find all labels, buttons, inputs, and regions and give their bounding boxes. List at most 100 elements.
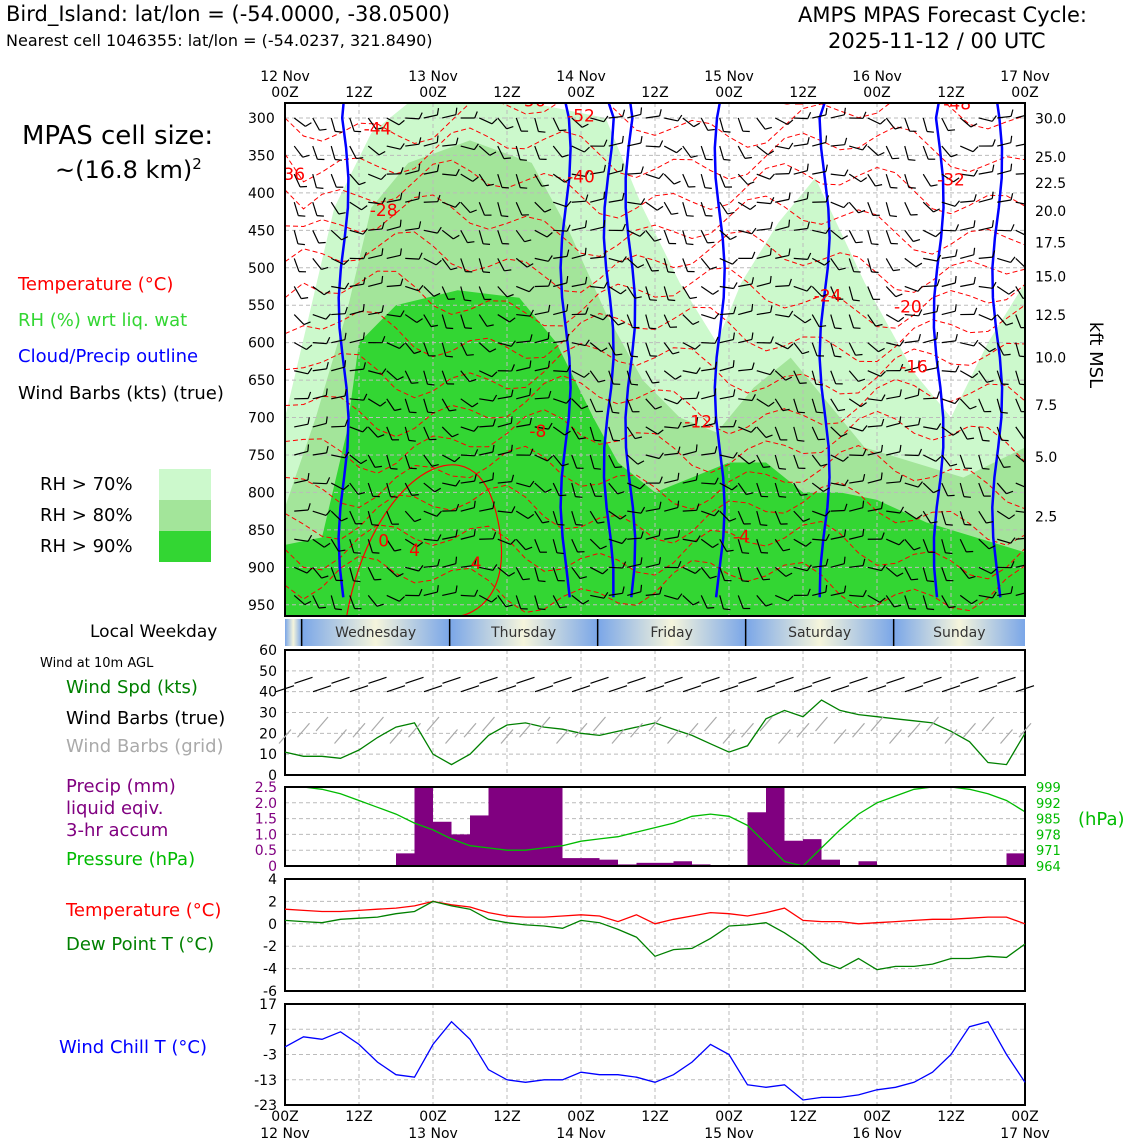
wind-barb-feather	[455, 529, 458, 537]
wind-barb-feather	[603, 164, 606, 172]
wind-barb-feather	[344, 282, 350, 290]
wind-barb-feather	[622, 109, 626, 117]
wind-barb	[793, 342, 803, 355]
wind-barb-feather	[509, 317, 516, 323]
wind-barb	[867, 342, 879, 353]
wind-barb-feather	[566, 397, 572, 404]
panel1-frame	[284, 649, 1026, 776]
wind-barb	[608, 566, 623, 569]
wind-barb	[460, 480, 475, 484]
wind-barb	[848, 201, 859, 214]
panel4-ytick--13: -13	[254, 1073, 277, 1089]
wind-barb-feather	[619, 514, 627, 520]
panel2-ytick-2: 2.0	[255, 796, 277, 812]
wind-barb	[812, 114, 827, 119]
wind-barb	[589, 398, 597, 412]
wind-barb	[553, 340, 568, 344]
wind-barb	[367, 567, 375, 581]
wind-barb-feather	[376, 127, 384, 130]
wind-barb	[608, 454, 616, 468]
wind-barb-feather	[379, 401, 387, 407]
wind-barb	[941, 282, 956, 288]
wind-barb-feather	[973, 169, 979, 177]
wind-barb	[571, 342, 586, 347]
wind-barb	[978, 285, 993, 289]
wind-barb-feather	[992, 250, 996, 258]
wind-barb	[775, 173, 790, 175]
wind-barb	[590, 117, 604, 123]
wind-barb	[627, 537, 642, 540]
wind-barb-feather	[990, 568, 997, 574]
wind-barb	[904, 454, 919, 457]
wind-barb-feather	[917, 388, 920, 396]
wind-barb	[997, 592, 1012, 596]
pressure-tick-999: 999	[1036, 781, 1061, 796]
wind-barb-feather	[690, 155, 698, 158]
wind-barb	[867, 117, 881, 125]
wind-barb-feather	[486, 324, 494, 327]
wind-barb-feather	[763, 466, 771, 468]
windchill-panel-label: Wind Chill T (°C)	[59, 1037, 207, 1058]
wind-barb-feather	[917, 360, 920, 368]
wind-barb	[386, 284, 401, 288]
wind-barb	[701, 510, 715, 517]
wind-barb-feather	[778, 467, 787, 470]
wind-barb-feather	[451, 433, 459, 438]
wind-barb-feather	[936, 254, 942, 262]
wind-barb	[941, 539, 946, 553]
wind-barb	[701, 368, 716, 372]
wind-barb-feather	[973, 276, 976, 285]
wind-barb-feather	[785, 376, 793, 381]
wind-barb-feather	[782, 408, 790, 412]
wind-barb-feather	[473, 500, 476, 508]
temperature-line	[284, 900, 1026, 925]
height-tick-9: 5.0	[1035, 450, 1057, 466]
wind-barb-feather	[584, 339, 590, 346]
wind-barb-feather	[381, 248, 384, 256]
wind-barb	[719, 312, 734, 316]
wind-barb-feather	[894, 126, 902, 130]
wind-barb	[442, 173, 457, 177]
wind-barb	[460, 426, 475, 432]
wind-barb	[775, 285, 790, 288]
isotherm-label-4: -44	[364, 119, 392, 139]
wind-barb	[293, 202, 299, 216]
wind-barb	[793, 143, 808, 147]
panel2-ytick-0: 0	[268, 859, 277, 875]
wind-barb-feather	[936, 279, 940, 286]
wind-barb-feather	[862, 500, 865, 508]
grid-wind-barb-19	[630, 722, 643, 738]
wind-barb	[608, 482, 619, 495]
wind-barb	[997, 170, 1011, 175]
wind-barb-feather	[526, 263, 534, 268]
wind-barb	[367, 398, 381, 407]
wind-barb-feather	[825, 135, 828, 143]
wind-barb	[664, 507, 678, 512]
wind-barb-feather	[302, 154, 310, 158]
grid-wind-barb-25	[741, 722, 754, 738]
panel4-ytick-17: 17	[259, 997, 277, 1013]
wind-barb	[885, 595, 895, 608]
precip-label-2: liquid eqiv.	[66, 798, 164, 819]
wind-barb-feather	[880, 370, 886, 377]
wind-barb-feather	[991, 220, 994, 228]
wind-barb	[645, 258, 653, 272]
wind-barb	[404, 482, 413, 496]
wind-barb	[515, 145, 521, 160]
bottom-hour-tick-3: 12Z	[493, 1109, 520, 1125]
wind-barb-feather	[343, 484, 350, 491]
wind-barb	[737, 510, 745, 525]
wind-barb-feather	[825, 107, 828, 115]
wind-barb	[719, 510, 730, 522]
wind-barb	[386, 254, 401, 259]
wind-barb-feather	[879, 118, 886, 125]
isotherm-label-7: -32	[937, 170, 965, 190]
wind-barb-feather	[413, 350, 421, 355]
wind-barb-feather	[344, 306, 348, 314]
height-tick-5: 15.0	[1035, 270, 1066, 286]
wind-barb-feather	[603, 139, 608, 147]
wind-barb-feather	[631, 383, 639, 386]
wind-barb	[849, 507, 863, 512]
wind-barb	[553, 370, 568, 373]
wind-barb-feather	[895, 293, 903, 298]
